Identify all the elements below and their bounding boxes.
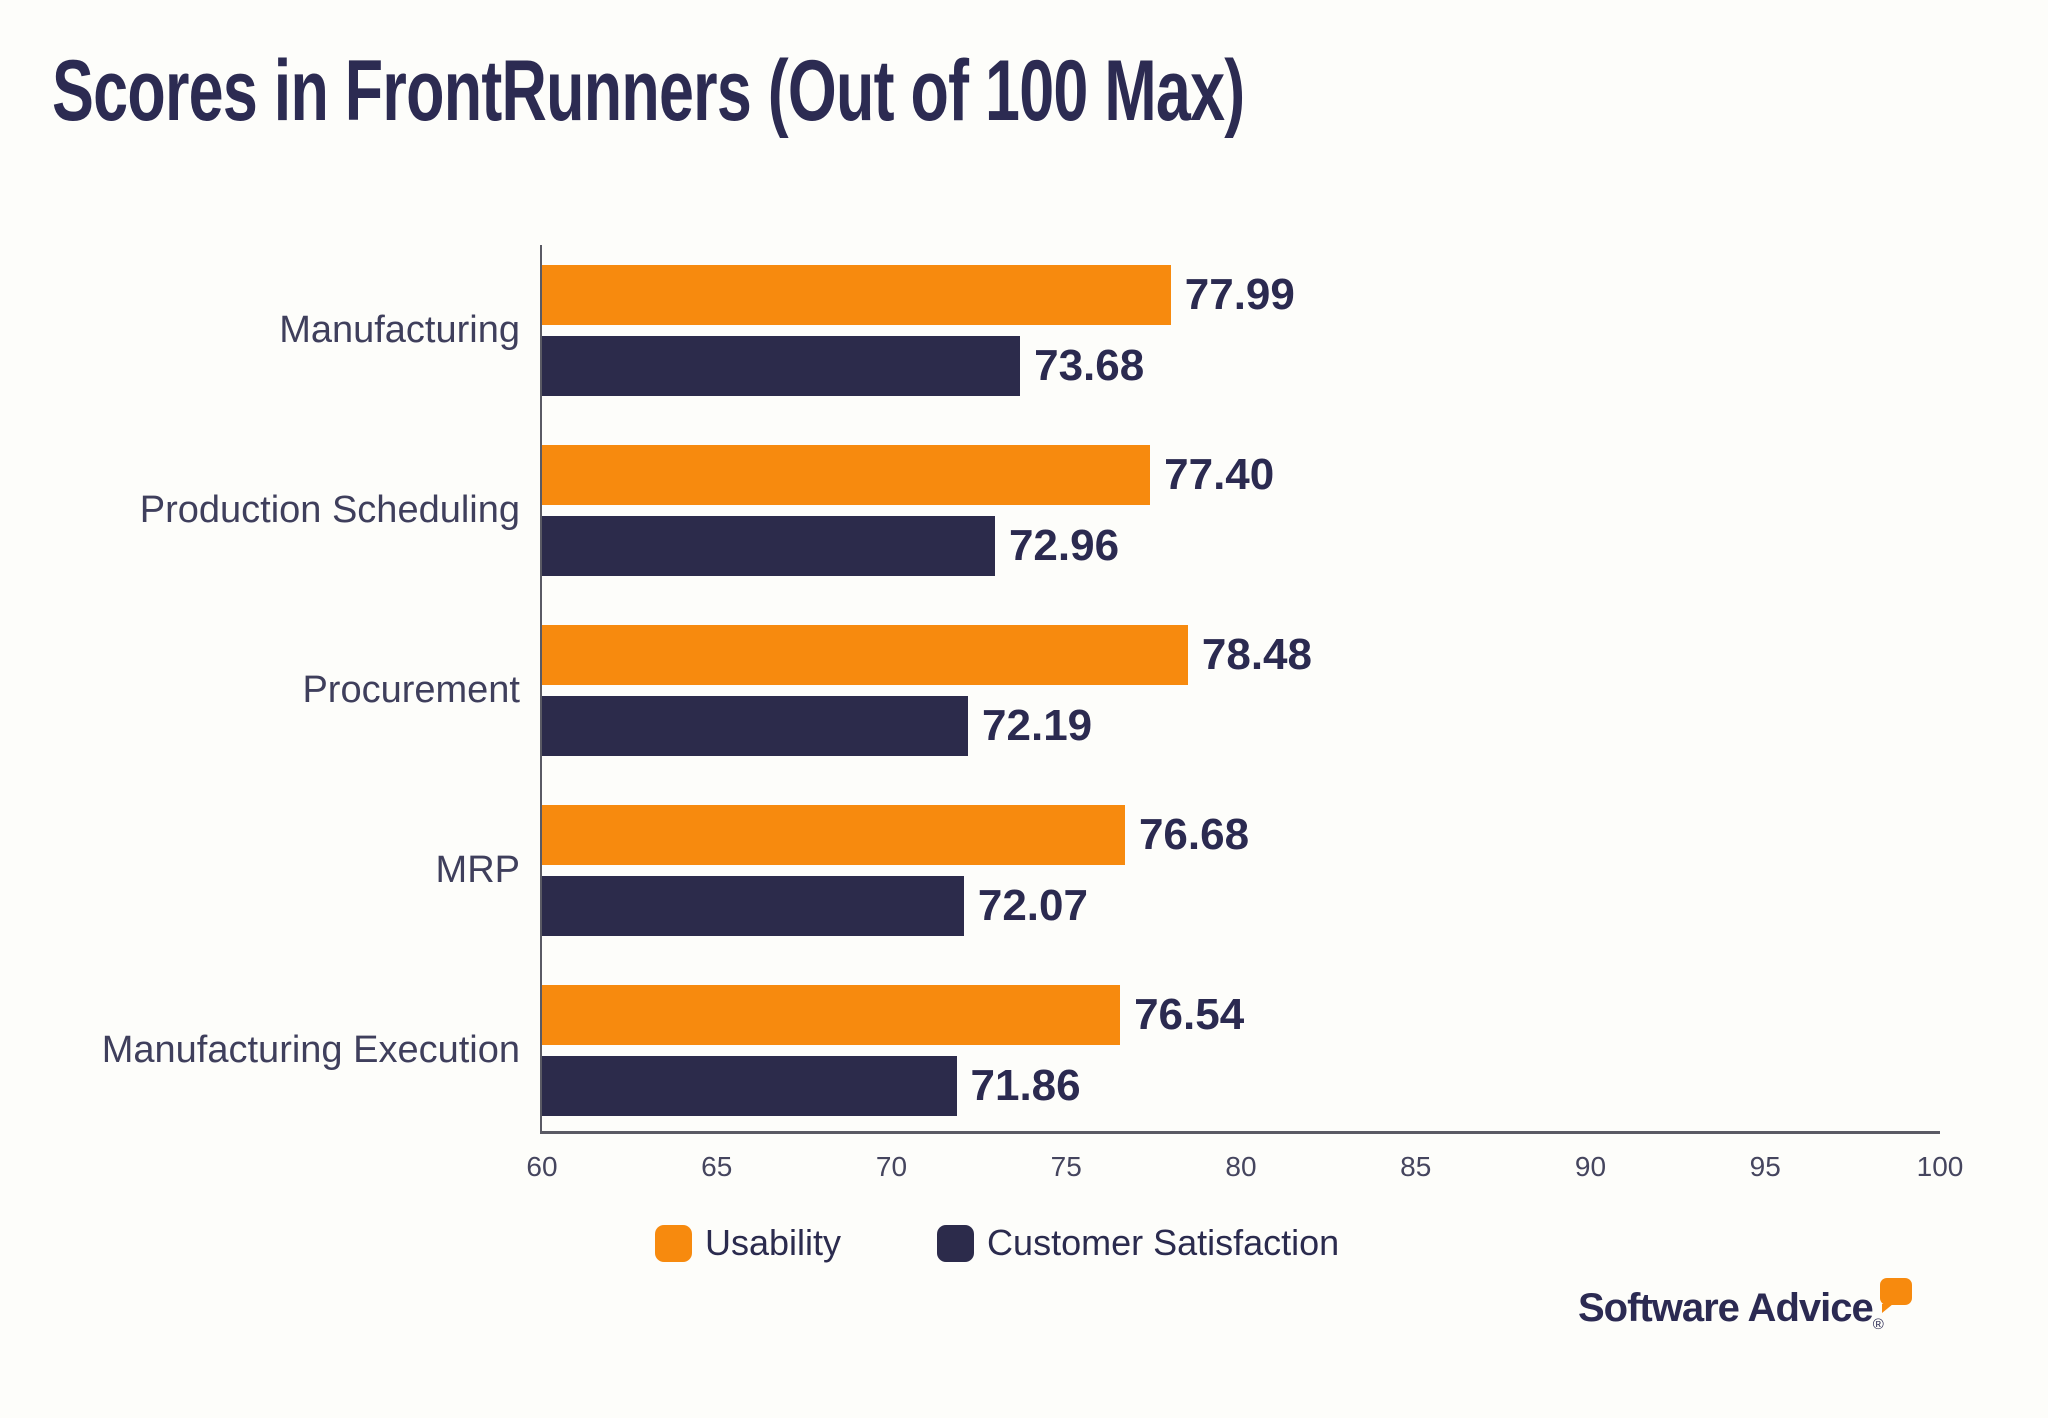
value-label: 77.99: [1184, 270, 1295, 319]
value-label: 76.54: [1134, 990, 1245, 1039]
x-tick-label: 75: [1050, 1151, 1082, 1182]
customer-satisfaction-bar: 72.19: [542, 696, 1092, 756]
logo-text: Software Advice: [1578, 1286, 1874, 1330]
x-tick-label: 65: [701, 1151, 733, 1182]
registered-mark: ®: [1872, 1316, 1884, 1333]
x-tick-label: 95: [1749, 1151, 1781, 1182]
category-label: Procurement: [302, 669, 520, 711]
customer-satisfaction-bar: 73.68: [542, 336, 1144, 396]
x-tick-label: 70: [875, 1151, 908, 1182]
legend-item-customer-satisfaction: Customer Satisfaction: [937, 1222, 1339, 1264]
category-label: Manufacturing: [279, 309, 520, 351]
value-label: 73.68: [1034, 341, 1145, 390]
bar-group: MRP 76.68 72.07: [436, 805, 1940, 936]
usability-bar: 76.68: [542, 805, 1249, 865]
value-label: 77.40: [1164, 450, 1275, 499]
chart-title: Scores in FrontRunners (Out of 100 Max): [52, 43, 1245, 139]
x-tick-label: 60: [526, 1151, 558, 1182]
category-label: Production Scheduling: [139, 489, 520, 531]
usability-bar: 76.54: [542, 985, 1244, 1045]
customer-satisfaction-bar: 72.07: [542, 876, 1088, 936]
bar-group: Production Scheduling 77.40 72.96: [140, 445, 1940, 576]
x-tick-label: 100: [1916, 1151, 1964, 1182]
value-label: 72.07: [977, 881, 1088, 930]
x-tick-label: 80: [1225, 1151, 1257, 1182]
value-label: 71.86: [970, 1061, 1081, 1110]
usability-swatch: [655, 1224, 692, 1262]
plot-area: Manufacturing 77.99 73.68 Production Schedu…: [102, 245, 1963, 1182]
category-label: Manufacturing Execution: [101, 1029, 520, 1071]
legend-label: Customer Satisfaction: [987, 1222, 1340, 1263]
bar-group: Procurement 78.48 72.19: [302, 625, 1940, 756]
legend-item-usability: Usability: [655, 1222, 841, 1264]
customer-satisfaction-swatch: [937, 1224, 975, 1262]
speech-bubble-icon: [1879, 1278, 1912, 1313]
customer-satisfaction-bar: 72.96: [542, 516, 1119, 576]
bar-group: Manufacturing Execution 76.54 71.86: [102, 985, 1940, 1116]
legend-label: Usability: [705, 1222, 842, 1263]
value-label: 76.68: [1138, 810, 1250, 859]
value-label: 72.19: [982, 701, 1093, 750]
bar-group: Manufacturing 77.99 73.68: [279, 265, 1940, 396]
x-tick-label: 90: [1574, 1151, 1607, 1182]
x-tick-label: 85: [1400, 1151, 1432, 1182]
software-advice-logo: Software Advice®: [1578, 1278, 1912, 1333]
customer-satisfaction-bar: 71.86: [542, 1056, 1081, 1116]
category-label: MRP: [435, 849, 520, 891]
usability-bar: 77.40: [542, 445, 1274, 505]
usability-bar: 77.99: [542, 265, 1295, 325]
value-label: 78.48: [1201, 630, 1312, 679]
value-label: 72.96: [1008, 521, 1120, 570]
legend: Usability Customer Satisfaction: [655, 1222, 1339, 1264]
usability-bar: 78.48: [542, 625, 1312, 685]
